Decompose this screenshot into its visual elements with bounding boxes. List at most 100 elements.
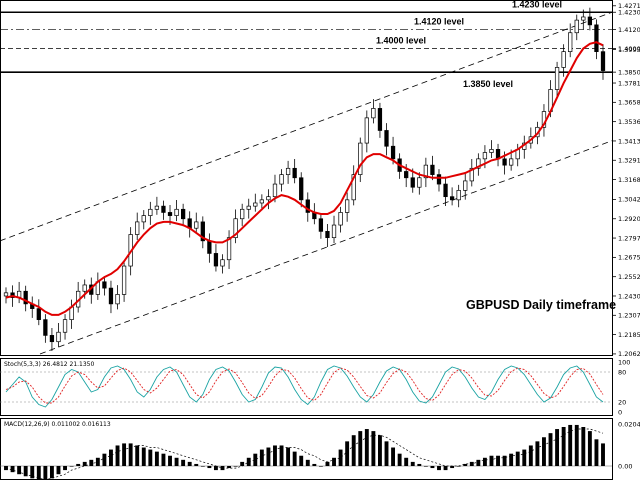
candle-body xyxy=(384,130,389,147)
macd-bar xyxy=(502,455,507,466)
candle-body xyxy=(364,117,369,144)
macd-bar xyxy=(443,466,448,471)
macd-bar xyxy=(227,466,232,469)
level-label: 1.4230 level xyxy=(512,0,562,9)
macd-bar xyxy=(273,445,277,466)
macd-bar xyxy=(581,426,586,466)
candle-body xyxy=(108,287,114,305)
macd-bar xyxy=(135,445,140,466)
macd-bar xyxy=(69,466,74,467)
macd-bar xyxy=(89,459,94,466)
macd-bar xyxy=(371,431,376,466)
candle-body xyxy=(443,183,448,198)
macd-bar xyxy=(76,463,81,466)
price-tick-label: 1.42300 xyxy=(618,9,640,17)
candle-body xyxy=(390,145,396,160)
candle-body xyxy=(259,199,264,204)
macd-bar xyxy=(174,457,179,466)
candle-body xyxy=(489,149,494,153)
price-tick-label: 1.38500 xyxy=(618,68,640,76)
macd-bar xyxy=(115,445,120,466)
candle-body xyxy=(115,294,120,305)
macd-bar xyxy=(240,461,245,466)
macd-bar xyxy=(397,453,402,466)
macd-bar xyxy=(279,445,284,466)
channel-lower-line xyxy=(39,140,613,355)
macd-bar xyxy=(332,457,336,466)
macd-tick-label: 0.020458 xyxy=(618,420,640,428)
candle-body xyxy=(331,224,337,239)
macd-bar xyxy=(181,459,186,466)
candle-body xyxy=(3,292,9,297)
candle-body xyxy=(292,167,297,179)
candle-body xyxy=(338,212,343,226)
macd-signal-line xyxy=(5,428,604,479)
stoch-tick-label: 100 xyxy=(618,358,630,366)
price-tick-label: 1.27975 xyxy=(618,234,640,242)
macd-bar xyxy=(515,451,520,466)
trend-channel xyxy=(0,11,613,355)
price-pane xyxy=(0,0,613,356)
candle-body xyxy=(121,265,127,295)
candle-body xyxy=(49,335,55,343)
macd-bar xyxy=(601,443,605,466)
candle-body xyxy=(417,177,422,188)
macd-bar xyxy=(587,431,592,466)
price-tick-label: 1.26750 xyxy=(618,254,640,262)
candle-body xyxy=(568,32,573,53)
macd-bar xyxy=(463,463,468,466)
stoch-d-line xyxy=(5,367,604,404)
macd-bar xyxy=(49,466,54,479)
macd-bar xyxy=(568,424,573,466)
macd-bar xyxy=(4,466,8,471)
candle-body xyxy=(174,208,179,216)
macd-bar xyxy=(253,453,258,466)
candle-body xyxy=(476,158,481,169)
macd-bar xyxy=(417,463,422,466)
stoch-tick-label: 80 xyxy=(618,368,626,376)
candle-body xyxy=(482,152,488,160)
macd-bar xyxy=(318,466,323,467)
macd-bar xyxy=(358,431,363,466)
candle-body xyxy=(436,174,442,185)
candle-body xyxy=(351,174,356,201)
macd-bar xyxy=(364,429,369,466)
price-axis: 1.427101.42300 1.41200 1.400001.39935 1.385… xyxy=(613,2,640,358)
candle-body xyxy=(56,331,61,343)
price-tick-label: 1.29200 xyxy=(618,215,640,223)
candle-body xyxy=(82,284,87,292)
candle-body xyxy=(226,237,232,261)
candle-body xyxy=(574,19,579,34)
candle-body xyxy=(154,205,160,210)
candle-body xyxy=(509,158,514,166)
candle-body xyxy=(180,208,186,220)
macd-bar xyxy=(246,457,251,466)
macd-bar xyxy=(542,437,546,466)
stoch-tick-label: 20 xyxy=(618,398,626,406)
macd-bar xyxy=(200,466,205,467)
macd-bar xyxy=(410,461,415,466)
candle-body xyxy=(62,319,68,333)
candle-body xyxy=(213,253,219,267)
candle-body xyxy=(456,190,461,201)
candle-body xyxy=(600,51,606,71)
price-tick-label: 1.42710 xyxy=(618,2,640,10)
macd-bar xyxy=(30,466,35,479)
price-tick-label: 1.39935 xyxy=(618,46,640,54)
macd-bar xyxy=(430,466,435,469)
stoch-tick-label: 0 xyxy=(618,408,622,416)
candle-body xyxy=(135,221,140,235)
price-tick-label: 1.30425 xyxy=(618,196,640,204)
chart-title: GBPUSD Daily timeframe xyxy=(466,298,616,312)
price-tick-label: 1.20625 xyxy=(618,350,640,358)
candle-body xyxy=(102,281,107,289)
level-label: 1.4000 level xyxy=(376,36,426,46)
level-label: 1.4120 level xyxy=(414,17,464,27)
candle-body xyxy=(581,16,586,21)
price-tick-label: 1.36585 xyxy=(618,99,640,107)
candle-body xyxy=(148,208,153,216)
macd-bar xyxy=(292,451,297,466)
candle-body xyxy=(305,199,310,213)
moving-average xyxy=(5,41,604,316)
